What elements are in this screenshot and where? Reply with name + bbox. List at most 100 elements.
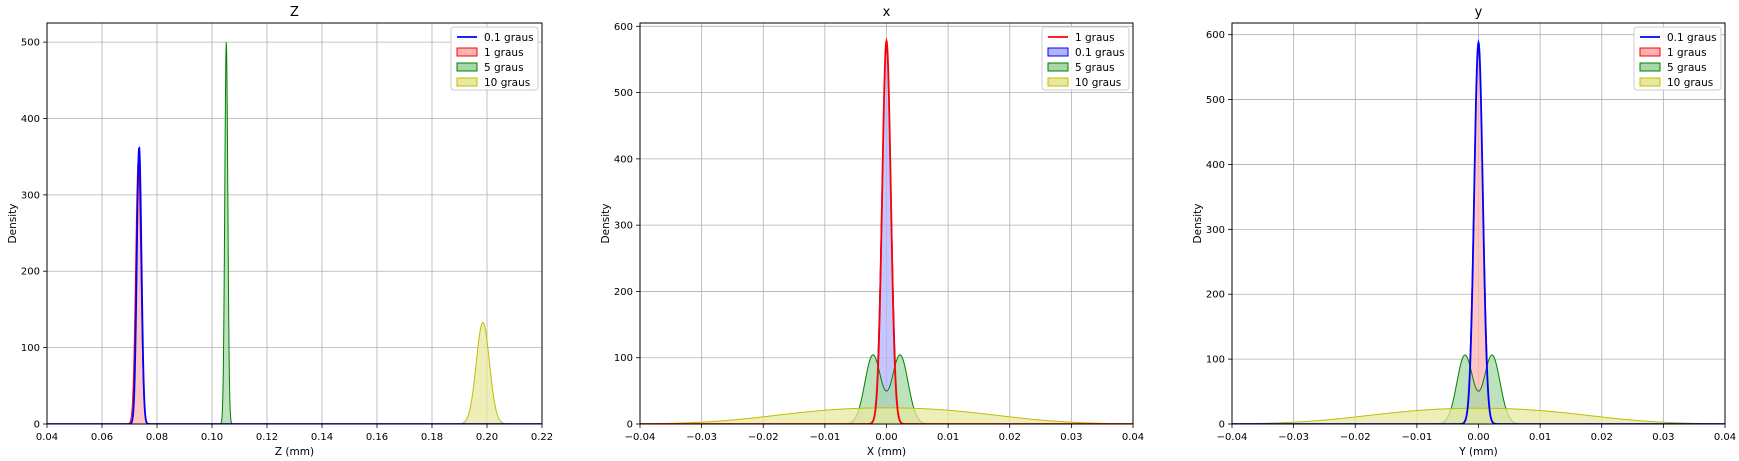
legend-entry-label: 5 graus: [1075, 62, 1115, 74]
y-axis-label: Density: [600, 204, 612, 244]
y-tick-label: 400: [1206, 160, 1225, 171]
x-tick-label: 0.08: [146, 432, 168, 443]
legend-entry-label: 5 graus: [1667, 62, 1707, 74]
x-tick-label: 0.20: [476, 432, 498, 443]
series-line-2: [1232, 354, 1725, 424]
legend-entry-label: 10 graus: [1075, 77, 1121, 89]
legend-fill-swatch: [1639, 77, 1661, 87]
legend-entry-label: 0.1 graus: [1667, 32, 1717, 44]
x-axis-label: X (mm): [867, 446, 906, 458]
y-axis-label: Density: [1192, 204, 1204, 244]
y-tick-label: 100: [21, 343, 40, 354]
legend-fill-swatch: [1639, 47, 1661, 57]
y-tick-label: 200: [614, 287, 633, 298]
legend-fill-swatch: [456, 77, 478, 87]
x-tick-label: −0.01: [1402, 432, 1433, 443]
y-tick-label: 400: [21, 114, 40, 125]
x-tick-label: 0.03: [1060, 432, 1082, 443]
x-axis-label: Y (mm): [1458, 446, 1497, 458]
x-tick-label: 0.04: [36, 432, 58, 443]
y-tick-label: 0: [1219, 420, 1225, 431]
legend: 0.1 graus 1 graus 5 graus 10 graus: [1633, 26, 1722, 91]
x-tick-label: 0.02: [1591, 432, 1613, 443]
x-tick-label: 0.18: [421, 432, 443, 443]
y-tick-label: 100: [614, 353, 633, 364]
y-tick-label: 300: [21, 190, 40, 201]
series-area-3: [640, 407, 1133, 424]
x-tick-label: 0.01: [1529, 432, 1551, 443]
y-tick-label: 200: [1206, 290, 1225, 301]
x-tick-label: 0.12: [256, 432, 278, 443]
x-tick-label: −0.04: [1217, 432, 1248, 443]
series-line-0: [640, 37, 1133, 424]
y-tick-label: 600: [1206, 30, 1225, 41]
y-tick-label: 100: [1206, 355, 1225, 366]
y-tick-label: 500: [1206, 95, 1225, 106]
series-line-3: [640, 407, 1133, 424]
legend-fill-swatch: [1047, 77, 1069, 87]
x-tick-label: 0.01: [937, 432, 959, 443]
series-area-1: [1232, 50, 1725, 424]
series-line-3: [1232, 407, 1725, 424]
axes-frame: [46, 22, 543, 425]
y-tick-label: 0: [34, 420, 40, 431]
legend-entry-label: 1 graus: [1075, 32, 1115, 44]
x-tick-label: −0.02: [748, 432, 779, 443]
plot-area: [47, 42, 542, 424]
x-tick-label: 0.03: [1652, 432, 1674, 443]
x-tick-label: 0.16: [366, 432, 388, 443]
x-tick-label: −0.03: [686, 432, 717, 443]
x-tick-label: 0.10: [201, 432, 223, 443]
y-tick-label: 0: [627, 420, 633, 431]
chart-panel-1: −0.04 −0.03 −0.02 −0.01 0.00 0.01 0.02 0.03 0.04…: [600, 5, 1144, 458]
legend-entry-label: 10 graus: [1667, 77, 1713, 89]
x-tick-label: 0.22: [531, 432, 553, 443]
legend-fill-swatch: [1047, 47, 1069, 57]
x-tick-label: 0.04: [1122, 432, 1144, 443]
y-tick-label: 600: [614, 22, 633, 33]
legend-entry-label: 1 graus: [484, 47, 524, 59]
series-area-1: [640, 46, 1133, 424]
series-area-2: [47, 42, 542, 424]
x-tick-label: 0.06: [91, 432, 113, 443]
series-line-3: [47, 321, 542, 424]
legend-fill-swatch: [1047, 62, 1069, 72]
chart-panel-0: 0.04 0.06 0.08 0.10 0.12 0.14 0.16 0.18 0.20 0.22…: [7, 5, 553, 458]
legend-entry-label: 10 graus: [484, 77, 530, 89]
legend-fill-swatch: [456, 62, 478, 72]
y-tick-label: 300: [1206, 225, 1225, 236]
x-tick-label: 0.00: [1467, 432, 1489, 443]
series-line-1: [47, 160, 542, 424]
legend-entry-label: 5 graus: [484, 62, 524, 74]
chart-title: x: [883, 5, 891, 20]
y-tick-label: 500: [21, 38, 40, 49]
series-line-0: [1232, 39, 1725, 424]
x-tick-label: −0.04: [625, 432, 656, 443]
chart-panel-2: −0.04 −0.03 −0.02 −0.01 0.00 0.01 0.02 0.03 0.04…: [1192, 5, 1736, 458]
x-tick-label: 0.02: [999, 432, 1021, 443]
legend: 0.1 graus 1 graus 5 graus 10 graus: [450, 26, 539, 91]
chart-title: y: [1475, 5, 1483, 20]
x-tick-label: 0.14: [311, 432, 333, 443]
series-area-1: [47, 160, 542, 424]
legend-fill-swatch: [456, 47, 478, 57]
x-tick-label: 0.04: [1714, 432, 1736, 443]
plot-area: [640, 37, 1133, 424]
chart-title: Z: [290, 5, 299, 20]
x-tick-label: −0.03: [1278, 432, 1309, 443]
x-tick-label: 0.00: [875, 432, 897, 443]
legend: 1 graus 0.1 graus 5 graus 10 graus: [1041, 26, 1130, 91]
series-line-2: [640, 354, 1133, 424]
y-axis-label: Density: [7, 204, 19, 244]
series-area-3: [47, 322, 542, 424]
legend-fill-swatch: [1639, 62, 1661, 72]
y-tick-label: 400: [614, 154, 633, 165]
legend-box: [1633, 26, 1722, 91]
legend-box: [1041, 26, 1130, 91]
x-tick-label: −0.01: [810, 432, 841, 443]
series-line-0: [47, 146, 542, 424]
y-tick-label: 300: [614, 221, 633, 232]
plot-area: [1232, 39, 1725, 424]
legend-box: [450, 26, 539, 91]
